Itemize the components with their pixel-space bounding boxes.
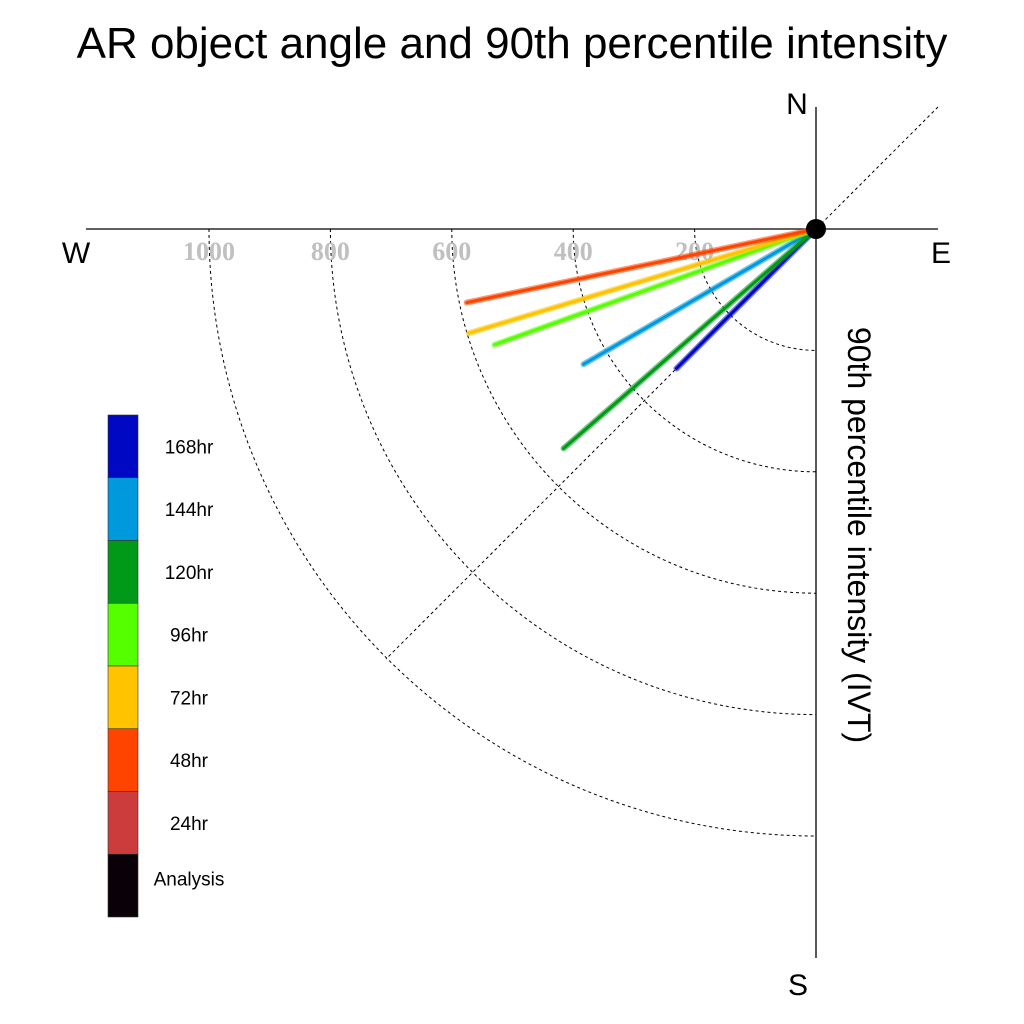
vector-72hr	[465, 226, 819, 337]
legend-label-24hr: 24hr	[170, 814, 209, 835]
legend-label-168hr: 168hr	[165, 437, 214, 458]
grid-arc-800	[329, 228, 817, 716]
tick-label-600: 600	[432, 237, 471, 266]
legend-label-72hr: 72hr	[170, 688, 209, 709]
compass-north-label: N	[786, 88, 808, 121]
vector-96hr	[491, 226, 819, 348]
compass-west-label: W	[62, 237, 91, 270]
legend-label-144hr: 144hr	[165, 500, 214, 521]
legend-swatch-72hr	[107, 665, 139, 730]
legend-swatch-120hr	[107, 540, 139, 604]
vector-48hr	[463, 226, 819, 306]
vector-120hr	[560, 226, 819, 452]
legend-label-96hr: 96hr	[170, 626, 209, 647]
legend: 168hr 144hr 120hr 96hr 72hr 48hr 24hr Analysis	[107, 414, 225, 918]
diagonal-reference-line	[385, 106, 939, 660]
tick-label-400: 400	[554, 237, 593, 266]
vector-144hr	[580, 226, 819, 368]
compass-east-label: E	[931, 237, 951, 270]
tick-label-800: 800	[311, 237, 350, 266]
legend-label-48hr: 48hr	[170, 751, 209, 772]
legend-swatch-48hr	[107, 728, 139, 792]
legend-label-120hr: 120hr	[165, 563, 214, 584]
y-axis-label: 90th percentile intensity (IVT)	[841, 327, 877, 743]
legend-label-Analysis: Analysis	[154, 870, 225, 891]
legend-swatch-168hr	[107, 414, 139, 479]
legend-swatch-144hr	[107, 477, 139, 541]
forecast-vectors	[463, 226, 819, 452]
grid-arc-400	[572, 228, 817, 473]
compass-south-label: S	[788, 969, 808, 1002]
grid-arc-1000	[208, 228, 817, 837]
origin-point	[806, 219, 826, 239]
chart-title: AR object angle and 90th percentile inte…	[77, 19, 948, 68]
legend-swatch-Analysis	[107, 853, 139, 918]
tick-label-1000: 1000	[183, 237, 235, 266]
grid-arc-600	[451, 228, 817, 594]
legend-swatch-96hr	[107, 602, 139, 667]
legend-swatch-24hr	[107, 791, 139, 855]
